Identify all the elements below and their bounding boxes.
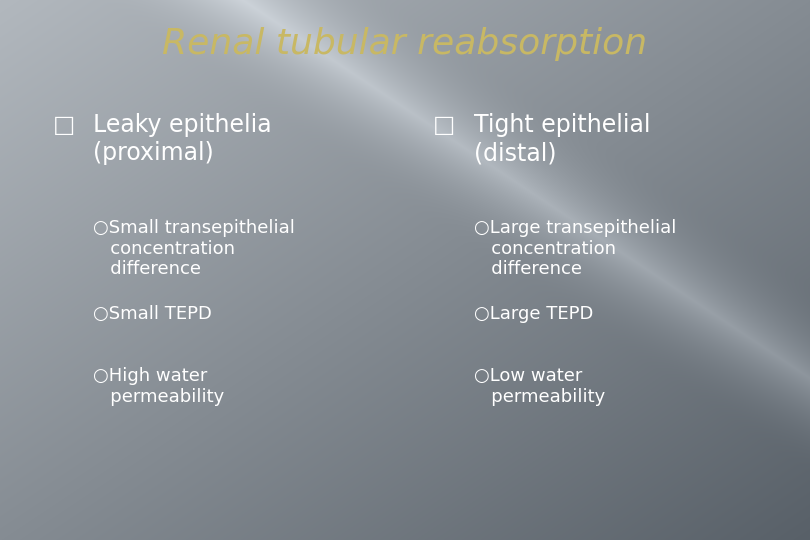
Text: ○High water
   permeability: ○High water permeability (93, 367, 224, 406)
Text: ○Large transepithelial
   concentration
   difference: ○Large transepithelial concentration dif… (474, 219, 676, 278)
Text: ○Small transepithelial
   concentration
   difference: ○Small transepithelial concentration dif… (93, 219, 295, 278)
Text: Tight epithelial
(distal): Tight epithelial (distal) (474, 113, 650, 165)
Text: ○Small TEPD: ○Small TEPD (93, 305, 212, 323)
Text: □: □ (53, 113, 75, 137)
Text: Renal tubular reabsorption: Renal tubular reabsorption (163, 27, 647, 61)
Text: □: □ (433, 113, 456, 137)
Text: Leaky epithelia
(proximal): Leaky epithelia (proximal) (93, 113, 272, 165)
Text: ○Low water
   permeability: ○Low water permeability (474, 367, 605, 406)
Text: ○Large TEPD: ○Large TEPD (474, 305, 593, 323)
